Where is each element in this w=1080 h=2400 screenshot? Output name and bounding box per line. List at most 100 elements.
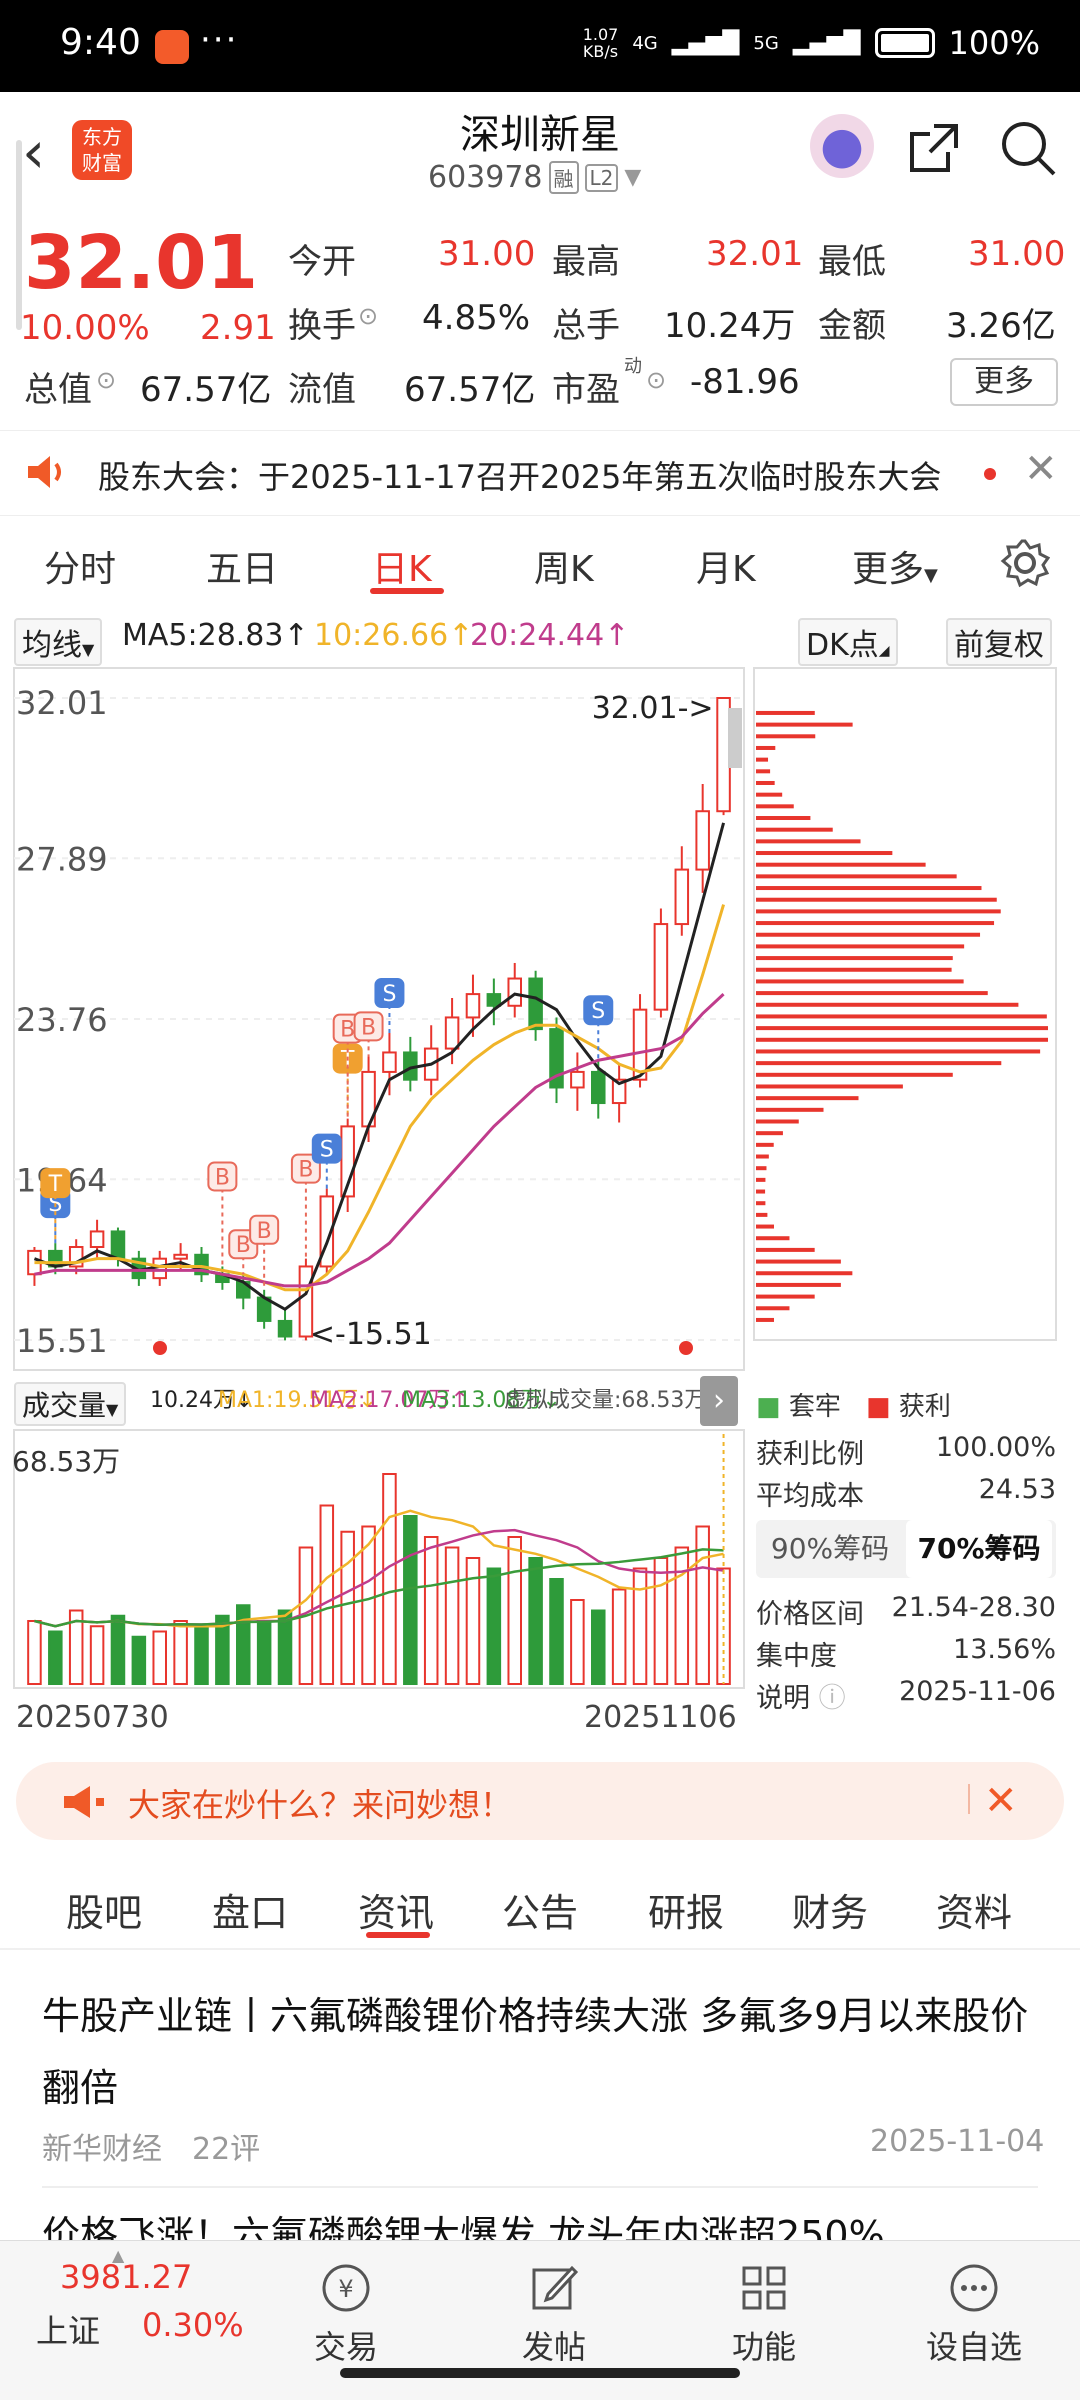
chip-bar — [756, 862, 926, 867]
mcap-value: 67.57亿 — [140, 370, 272, 410]
tab-intraday[interactable]: 分时 — [44, 549, 117, 590]
ma-mode-select[interactable]: 均线▼ — [14, 618, 103, 666]
signal-badge — [249, 1214, 280, 1245]
volume-bar — [486, 1567, 502, 1685]
nav-label: 发帖 — [521, 2328, 586, 2366]
info-icon-3[interactable]: ⊙ — [646, 366, 667, 394]
row-value: 24.53 — [978, 1474, 1056, 1505]
chip-bar — [756, 816, 811, 821]
stock-code-row[interactable]: 603978 融 L2 ▼ — [428, 160, 641, 195]
volume-bar — [215, 1614, 230, 1685]
tab-pankou[interactable]: 盘口 — [212, 1891, 289, 1935]
volume-bar — [507, 1536, 522, 1685]
app-logo[interactable]: 东方 财富 — [72, 120, 132, 180]
info-icon-2[interactable]: ⊙ — [96, 366, 117, 394]
volume-bar — [68, 1609, 84, 1685]
nav-label: 交易 — [313, 2328, 378, 2366]
tab-research[interactable]: 研报 — [648, 1891, 725, 1935]
close-icon[interactable]: ✕ — [1024, 446, 1058, 492]
home-indicator — [340, 2368, 740, 2378]
chip-bar — [756, 1177, 766, 1182]
nav-label: 功能 — [731, 2328, 796, 2366]
ma-mode-label: 均线 — [22, 628, 82, 663]
nav-add-watchlist[interactable]: 设自选 — [914, 2260, 1034, 2368]
tab-monthly-k[interactable]: 月K — [696, 549, 756, 590]
dk-point-select[interactable]: DK点◢ — [798, 618, 898, 666]
chip-bar — [756, 979, 964, 984]
nav-functions[interactable]: 功能 — [704, 2260, 824, 2368]
volume-label: 成交量 — [22, 1389, 107, 1422]
signal-badge — [583, 995, 614, 1026]
speaker-icon — [28, 456, 61, 488]
assistant-avatar-icon[interactable] — [810, 114, 874, 178]
chip-bar — [756, 991, 988, 996]
tab-profile[interactable]: 资料 — [936, 1891, 1013, 1935]
chip-bar — [756, 734, 816, 739]
tab-finance[interactable]: 财务 — [792, 1891, 869, 1935]
signal-label: S — [382, 982, 396, 1007]
kline-chart[interactable]: 32.0127.8923.7619.6415.51STBBBBSTBBSS32.… — [10, 664, 1070, 1754]
nav-label: 设自选 — [925, 2328, 1022, 2366]
tab-more-label: 更多 — [852, 549, 925, 590]
back-icon[interactable]: ‹ — [22, 118, 46, 186]
chevron-down-icon: ▼ — [624, 165, 642, 190]
ma5-text: MA5:28.83 — [122, 618, 284, 653]
more-quote-button[interactable]: 更多 — [950, 358, 1058, 406]
trapped-label: 套牢 — [788, 1392, 841, 1422]
adjust-select[interactable]: 前复权 — [946, 618, 1052, 666]
chip-70-button[interactable]: 70%筹码 — [906, 1520, 1052, 1578]
chip-bar — [756, 909, 1001, 914]
note-row[interactable]: 说明 ⓘ 2025-11-06 — [756, 1676, 1056, 1715]
row-key: 价格区间 — [756, 1599, 864, 1630]
vol-v1: 10.24万 — [150, 1388, 235, 1413]
signal-badge — [40, 1168, 71, 1199]
low-label: 最低 — [818, 242, 886, 282]
tab-daily-k[interactable]: 日K — [372, 549, 432, 590]
tab-five-day[interactable]: 五日 — [206, 549, 279, 590]
change-amount: 2.91 — [200, 308, 276, 348]
nav-trade[interactable]: ¥ 交易 — [286, 2260, 406, 2368]
y-tick-label: 23.76 — [16, 1001, 108, 1039]
volume-bar — [549, 1578, 564, 1685]
high-label: 最高 — [552, 242, 620, 282]
index-percent[interactable]: 0.30% — [142, 2306, 244, 2344]
chip-90-button[interactable]: 90%筹码 — [770, 1532, 890, 1565]
chip-bar — [756, 1247, 815, 1252]
tab-weekly-k[interactable]: 周K — [534, 549, 594, 590]
tab-news[interactable]: 资讯 — [358, 1891, 435, 1935]
close-icon[interactable]: ✕ — [984, 1778, 1018, 1824]
index-value[interactable]: 3981.27 — [60, 2258, 193, 2296]
nav-post[interactable]: 发帖 — [494, 2260, 614, 2368]
tab-announcements[interactable]: 公告 — [502, 1891, 579, 1935]
signal-label: B — [215, 1165, 230, 1190]
chip-bar — [756, 1061, 1002, 1066]
news-title[interactable]: 牛股产业链丨六氟磷酸锂价格持续大涨 多氟多9月以来股价翻倍 — [42, 1994, 1029, 2110]
index-name[interactable]: 上证 — [36, 2312, 101, 2350]
candle-body — [382, 1051, 397, 1073]
info-icon[interactable]: ⊙ — [358, 302, 379, 330]
battery-level: 100% — [948, 24, 1040, 62]
amount-label: 金额 — [818, 306, 886, 346]
chip-bar — [756, 1294, 815, 1299]
tab-more[interactable]: 更多▼ — [852, 540, 938, 592]
notice-bar[interactable] — [0, 430, 1080, 516]
candle-body — [277, 1319, 293, 1338]
chip-bar — [756, 851, 893, 856]
chip-bar — [756, 1201, 766, 1206]
expand-panel-icon[interactable]: › — [700, 1376, 738, 1426]
candle-body — [716, 697, 731, 813]
open-value: 31.00 — [438, 234, 536, 274]
ask-miaoxiang-banner[interactable] — [16, 1762, 1064, 1840]
volume-bar — [361, 1525, 376, 1685]
volume-indicator-select[interactable]: 成交量▼ — [14, 1382, 127, 1426]
vol-current: 10.24万↓ — [150, 1388, 254, 1413]
news-title[interactable]: 价格飞涨！六氟磷酸锂大爆发 龙头年内涨超250% — [42, 2213, 885, 2244]
search-icon[interactable] — [998, 118, 1058, 178]
tab-guba[interactable]: 股吧 — [66, 1891, 143, 1935]
share-icon[interactable] — [904, 118, 964, 178]
signal-label: S — [320, 1138, 334, 1163]
volume-bar — [423, 1536, 439, 1685]
vol-ma2: MA2:17.07万↑ — [310, 1388, 469, 1413]
gear-icon[interactable] — [1000, 538, 1050, 588]
candle-body — [444, 1016, 460, 1050]
